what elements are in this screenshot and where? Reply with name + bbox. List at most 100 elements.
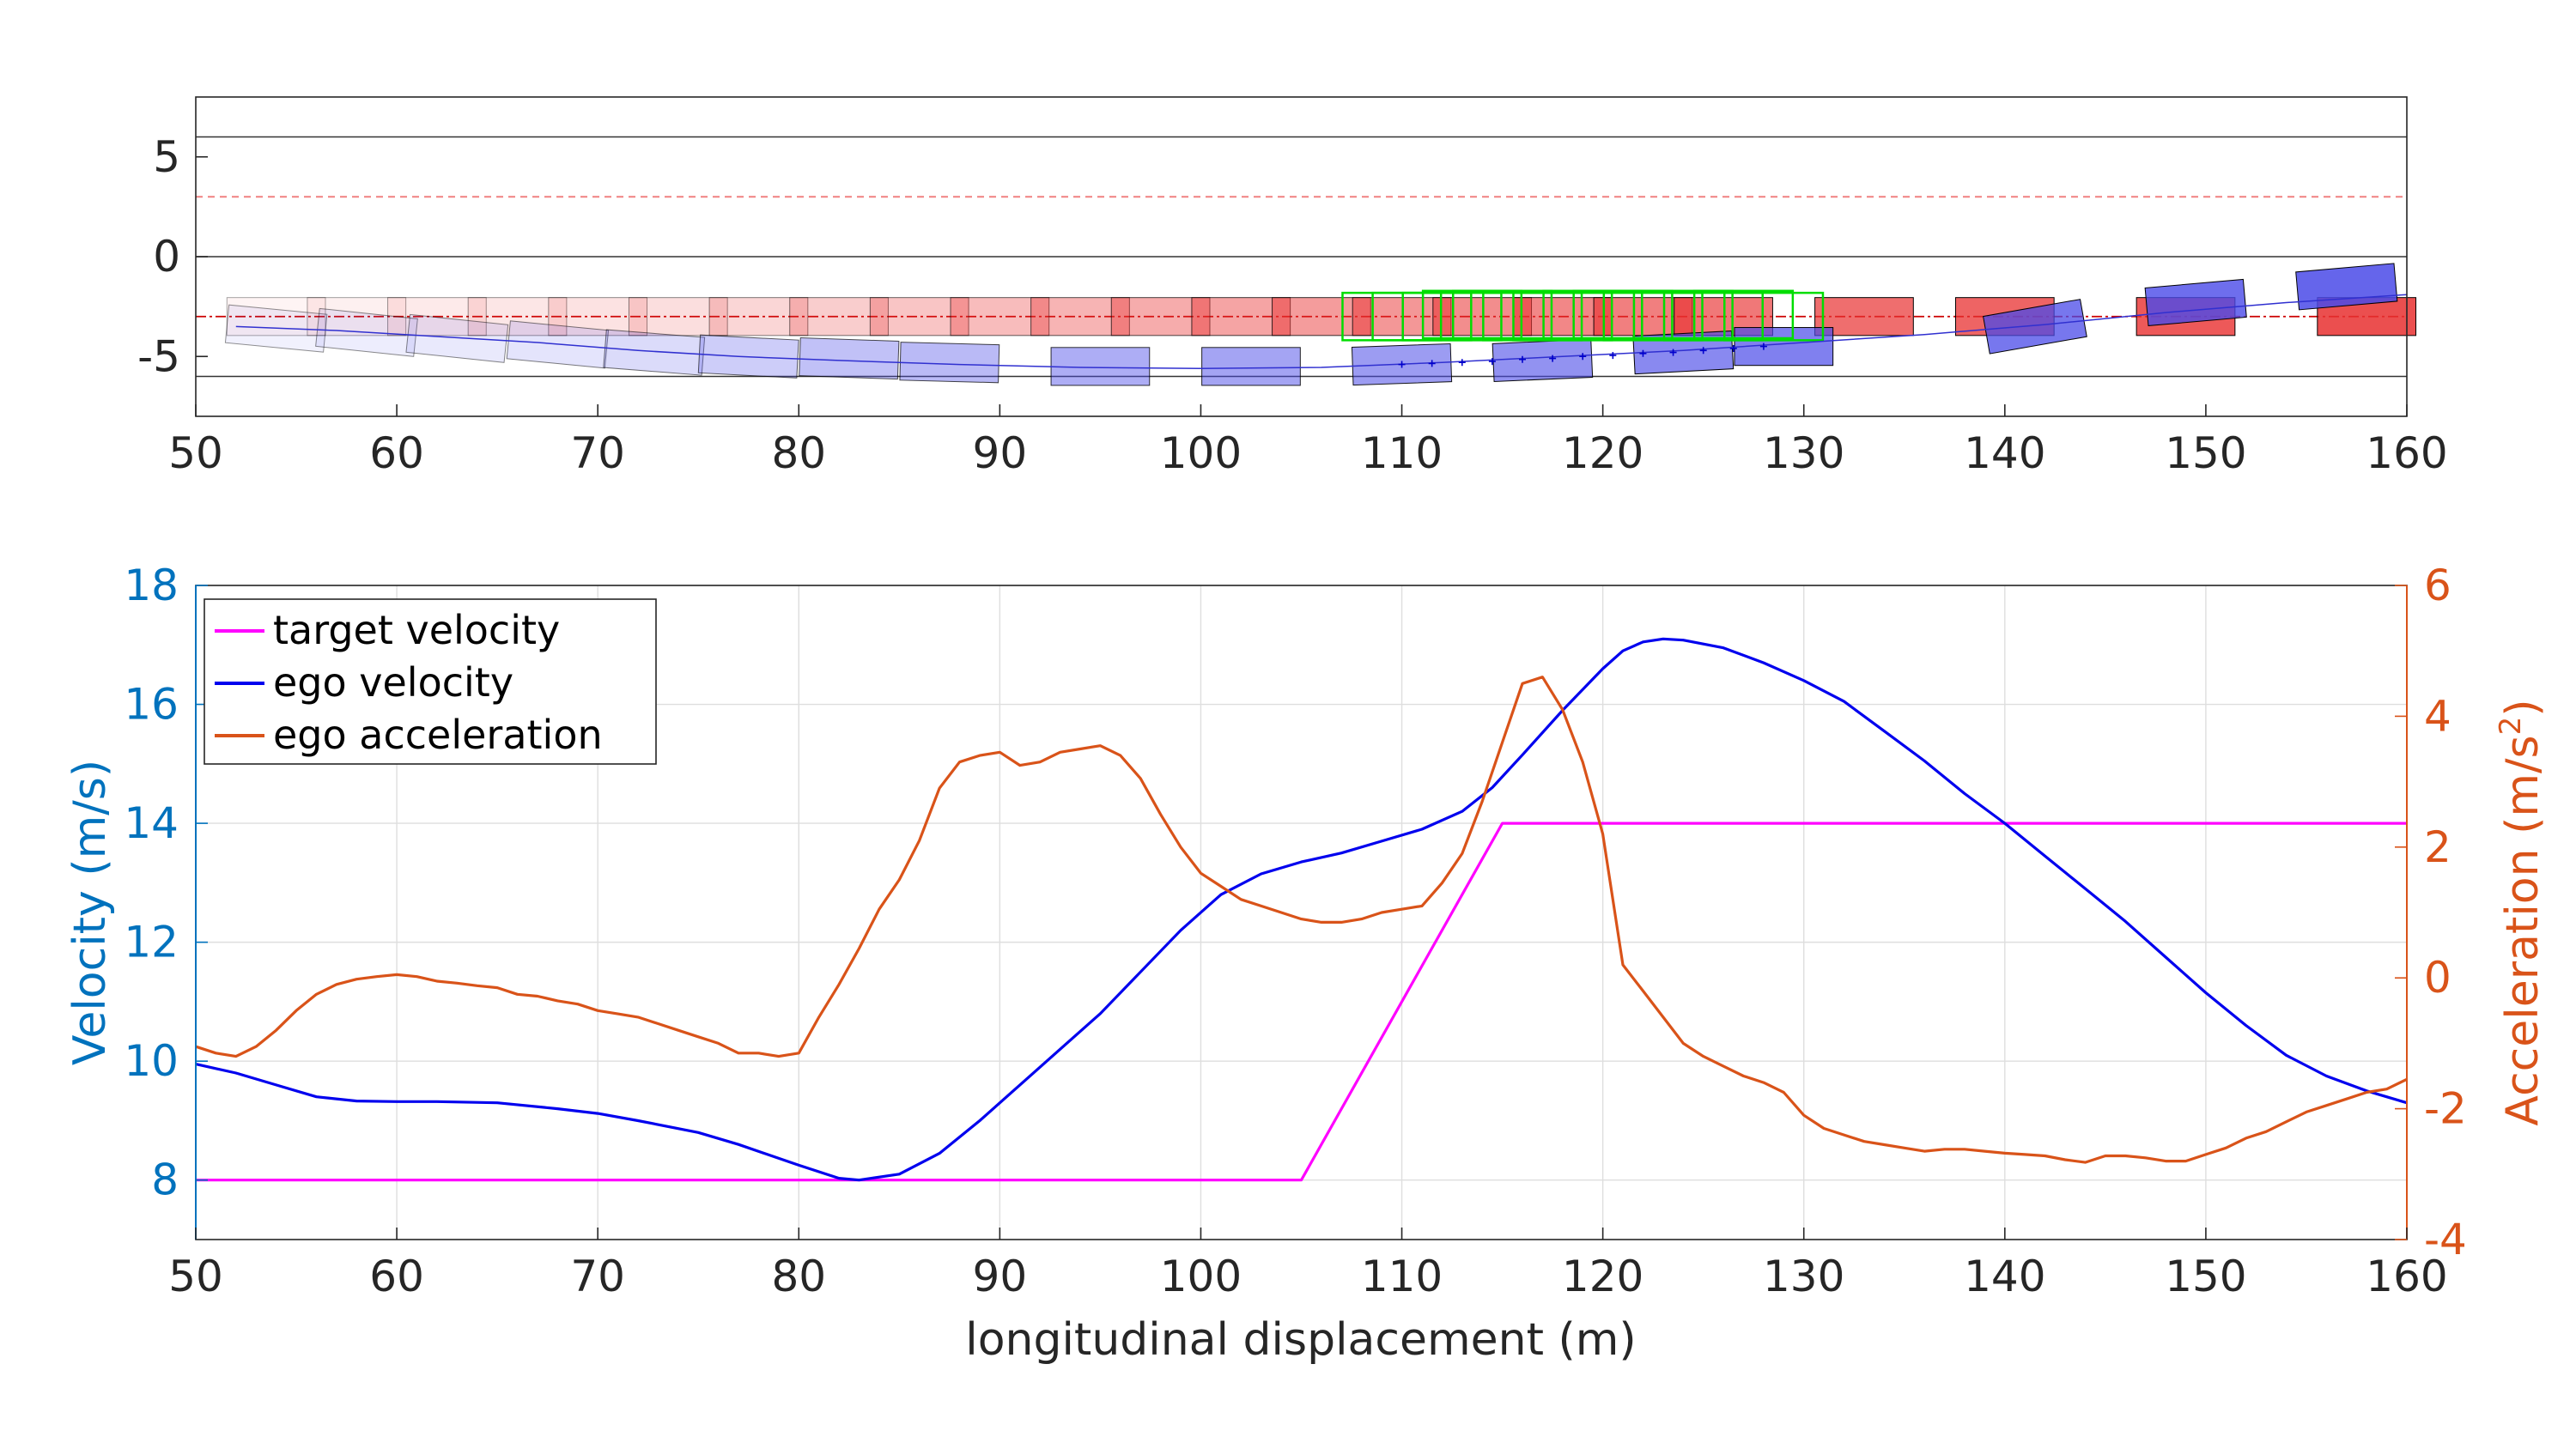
target-vehicle-box (789, 297, 889, 336)
series-line-ego-acceleration (195, 676, 2408, 1164)
x-axis-label: longitudinal displacement (m) (965, 1314, 1636, 1366)
velocity-series (195, 637, 2408, 1182)
velocity-x-tick-label: 100 (1160, 1252, 1242, 1301)
trajectory-marker (1428, 360, 1436, 367)
trajectory-marker (1699, 347, 1707, 355)
right-axis-label: Acceleration (m/s2) (2494, 699, 2549, 1125)
lane-view-x-tick-label: 150 (2165, 428, 2246, 478)
target-vehicle-box (950, 297, 1050, 336)
target-vehicle-box (628, 297, 728, 336)
lane-view-x-tick-label: 50 (168, 428, 223, 478)
right-tick-label: 4 (2424, 691, 2451, 741)
lane-view-x-tick-label: 90 (973, 428, 1028, 478)
velocity-x-ticks: 50 60 70 80 90 100 110 120 130 140 150 160 (168, 1228, 2448, 1301)
velocity-x-tick-label: 90 (973, 1252, 1028, 1301)
left-tick-label: 16 (124, 680, 179, 730)
left-axis-label: Velocity (m/s) (64, 760, 116, 1065)
ego-vehicle-box (1492, 338, 1594, 382)
trajectory-marker (1398, 361, 1406, 368)
trajectory-marker (1759, 343, 1767, 350)
velocity-left-ticks: 8 10 12 14 16 18 (124, 561, 208, 1205)
lane-view-x-tick-label: 130 (1763, 428, 1844, 478)
target-vehicle-box (467, 297, 568, 336)
target-vehicle-box (1030, 297, 1130, 336)
velocity-x-tick-label: 60 (369, 1252, 424, 1301)
lane-view-x-ticks: 50 60 70 80 90 100 110 120 130 140 150 160 (168, 404, 2448, 478)
right-tick-label: -4 (2424, 1215, 2467, 1264)
lane-view-y-tick-label: 5 (153, 132, 180, 182)
trajectory-marker (1669, 349, 1677, 356)
right-axis-label-superscript: 2 (2494, 717, 2528, 736)
lane-view-y-tick-label: -5 (137, 331, 180, 381)
predicted-target-box (1723, 291, 1825, 342)
lane-view-x-tick-label: 60 (369, 428, 424, 478)
predicted-target-box (1692, 289, 1795, 340)
ego-path (235, 294, 2408, 369)
trajectory-marker (1609, 352, 1617, 360)
legend-label-target-velocity: target velocity (273, 607, 560, 653)
velocity-x-tick-label: 130 (1763, 1252, 1844, 1301)
velocity-x-tick-label: 160 (2366, 1252, 2447, 1301)
target-vehicle-box (1191, 297, 1291, 336)
target-vehicle-box (869, 297, 969, 336)
right-axis-label-base: Acceleration (m/s (2497, 735, 2549, 1125)
lane-view-panel: 50 60 70 80 90 100 110 120 130 140 150 160 50-5 (137, 96, 2448, 478)
legend-label-ego-velocity: ego velocity (273, 659, 513, 706)
predicted-target-box (1512, 291, 1613, 342)
left-tick-label: 8 (151, 1155, 179, 1205)
lane-view-x-tick-label: 110 (1361, 428, 1443, 478)
legend-label-ego-acceleration: ego acceleration (273, 712, 603, 758)
lane-view-y-ticks: 5 0 -5 (137, 132, 208, 381)
velocity-x-tick-label: 120 (1562, 1252, 1643, 1301)
target-vehicle-box (1110, 297, 1211, 336)
velocity-x-tick-label: 110 (1361, 1252, 1443, 1301)
predicted-target-box (1662, 291, 1764, 342)
predicted-target-box (1451, 289, 1553, 340)
velocity-x-tick-label: 50 (168, 1252, 223, 1301)
lane-view-x-tick-label: 140 (1964, 428, 2045, 478)
acceleration-right-ticks: -4 -2 0 2 4 6 (2395, 561, 2467, 1264)
right-axis-label-close: ) (2497, 699, 2549, 716)
target-vehicle-box (387, 297, 487, 336)
predicted-target-box (1572, 289, 1674, 340)
trajectory-marker (1579, 353, 1587, 361)
trajectory-markers (1398, 343, 1767, 368)
ego-vehicle-box (799, 336, 900, 380)
trajectory-marker (1639, 349, 1647, 357)
lane-view-x-tick-label: 70 (570, 428, 625, 478)
right-tick-label: -2 (2424, 1084, 2467, 1134)
left-tick-label: 10 (124, 1036, 179, 1086)
left-tick-label: 18 (124, 561, 179, 610)
ego-vehicle-box (1201, 347, 1301, 386)
right-tick-label: 0 (2424, 953, 2451, 1003)
lane-view-y-tick-label: 0 (153, 232, 180, 282)
right-tick-label: 2 (2424, 822, 2451, 872)
ego-vehicle-box (1632, 330, 1735, 375)
predicted-target-boxes (1341, 289, 1825, 342)
series-line-target-velocity (196, 822, 2407, 1182)
predicted-target-box (1602, 291, 1704, 342)
ego-path-line (235, 294, 2408, 369)
left-tick-label: 12 (124, 918, 179, 967)
trajectory-marker (1458, 359, 1466, 367)
trajectory-marker (1519, 355, 1526, 363)
lane-view-x-tick-label: 80 (771, 428, 826, 478)
lane-view-x-tick-label: 100 (1160, 428, 1242, 478)
predicted-target-box (1632, 289, 1734, 340)
lane-view-x-tick-label: 160 (2366, 428, 2447, 478)
velocity-acceleration-panel: 50 60 70 80 90 100 110 120 130 140 150 160 81012141… (64, 561, 2549, 1366)
target-vehicle-box (307, 297, 407, 336)
velocity-x-tick-label: 70 (570, 1252, 625, 1301)
ego-vehicle-box (603, 329, 706, 376)
legend: target velocity ego velocity ego acceler… (204, 598, 657, 765)
left-tick-label: 14 (124, 798, 179, 848)
ego-vehicle-box (2295, 263, 2398, 311)
ego-vehicle-box (405, 313, 509, 363)
ego-vehicle-box (899, 342, 1000, 384)
target-vehicle-box (708, 297, 809, 336)
ego-vehicle-box (1983, 299, 2087, 355)
velocity-x-tick-label: 80 (771, 1252, 826, 1301)
velocity-x-tick-label: 150 (2165, 1252, 2246, 1301)
ego-vehicle-box (2144, 278, 2247, 327)
